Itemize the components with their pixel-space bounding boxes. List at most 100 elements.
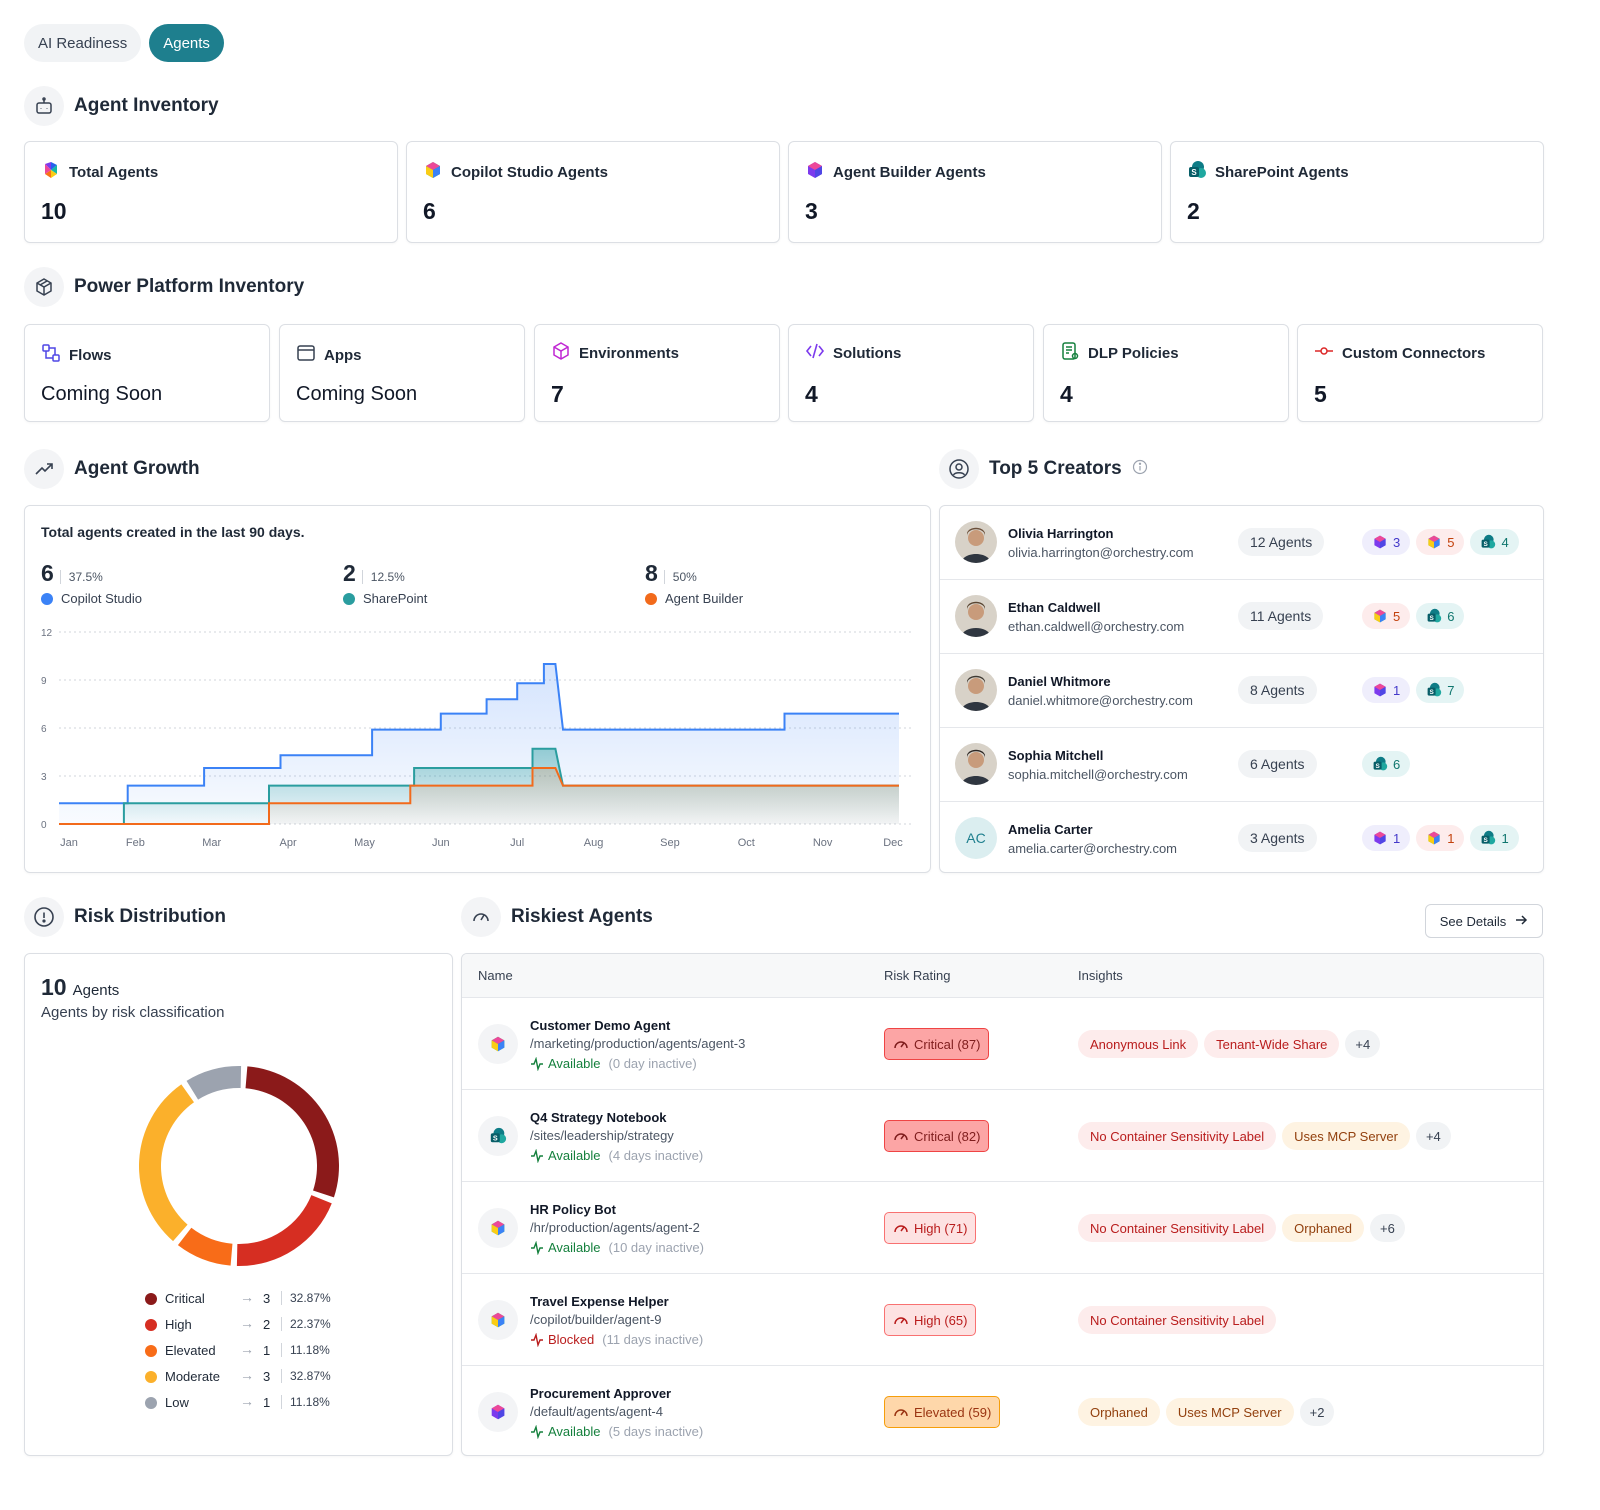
card-value: 5 bbox=[1314, 381, 1327, 407]
status-label: Available bbox=[548, 1056, 601, 1071]
svg-text:S: S bbox=[1484, 837, 1489, 844]
insight-tags: No Container Sensitivity Label bbox=[1078, 1306, 1277, 1334]
agent-builder-icon bbox=[805, 160, 825, 184]
stat-card-custom-connectors[interactable]: Custom Connectors 5 bbox=[1297, 324, 1543, 422]
svg-text:S: S bbox=[1375, 763, 1380, 770]
agent-type-chip: 1 bbox=[1416, 825, 1465, 851]
agent-inventory-header: Agent Inventory bbox=[24, 86, 219, 126]
card-value: 2 bbox=[1187, 198, 1200, 224]
more-insights-badge[interactable]: +6 bbox=[1369, 1214, 1405, 1242]
legend-dot bbox=[41, 592, 53, 605]
code-icon bbox=[805, 341, 825, 365]
column-header-insights[interactable]: Insights bbox=[1078, 968, 1123, 983]
creator-row[interactable]: Ethan Caldwell ethan.caldwell@orchestry.c… bbox=[940, 580, 1543, 654]
risk-rating-badge: Critical (87) bbox=[884, 1028, 990, 1060]
risk-donut-chart bbox=[138, 1066, 339, 1266]
insight-tag: Tenant-Wide Share bbox=[1204, 1030, 1340, 1058]
see-details-button[interactable]: See Details bbox=[1425, 904, 1543, 938]
area-copilot-studio bbox=[59, 664, 899, 824]
agent-name[interactable]: Customer Demo Agent bbox=[530, 1018, 671, 1033]
more-insights-badge[interactable]: +4 bbox=[1345, 1030, 1381, 1058]
agent-name[interactable]: HR Policy Bot bbox=[530, 1202, 616, 1217]
card-value: 4 bbox=[805, 381, 818, 407]
stat-card-apps[interactable]: Apps Coming Soon bbox=[279, 324, 525, 422]
risk-rating-label: Critical (82) bbox=[914, 1128, 981, 1144]
tab-agents[interactable]: Agents bbox=[149, 24, 224, 62]
stat-card-agent-builder[interactable]: Agent Builder Agents 3 bbox=[788, 141, 1162, 243]
stat-value: 6 bbox=[41, 560, 54, 586]
user-circle-icon bbox=[939, 449, 979, 489]
x-tick-label: Aug bbox=[584, 837, 604, 849]
stat-card-sharepoint[interactable]: S SharePoint Agents 2 bbox=[1170, 141, 1544, 243]
info-icon[interactable] bbox=[1132, 459, 1148, 480]
stat-card-copilot-studio[interactable]: Copilot Studio Agents 6 bbox=[406, 141, 780, 243]
agent-name[interactable]: Travel Expense Helper bbox=[530, 1294, 669, 1309]
insight-tag: Uses MCP Server bbox=[1282, 1122, 1410, 1150]
legend-dot bbox=[145, 1345, 157, 1357]
creator-row[interactable]: AC Amelia Carter amelia.carter@orchestry.c… bbox=[940, 802, 1543, 872]
table-row[interactable]: S Q4 Strategy Notebook/sites/leadership/s… bbox=[462, 1090, 1543, 1182]
gauge-icon bbox=[893, 1405, 909, 1419]
copilot-studio-icon bbox=[1426, 830, 1442, 846]
status-label: Blocked bbox=[548, 1332, 595, 1347]
riskiest-agents-header: Riskiest Agents bbox=[461, 897, 653, 937]
table-row[interactable]: Travel Expense Helper/copilot/builder/ag… bbox=[462, 1274, 1543, 1366]
table-row[interactable]: HR Policy Bot/hr/production/agents/agent… bbox=[462, 1182, 1543, 1274]
y-tick-label: 6 bbox=[41, 724, 47, 735]
legend-count: 1 bbox=[263, 1395, 271, 1410]
column-header-risk-rating[interactable]: Risk Rating bbox=[884, 968, 951, 983]
risk-legend-row-critical: Critical → 3 32.87% bbox=[145, 1287, 405, 1313]
creator-name: Sophia Mitchell bbox=[1008, 748, 1104, 763]
arrow-right-icon: → bbox=[240, 1315, 254, 1331]
chip-count: 1 bbox=[1393, 682, 1401, 698]
y-tick-label: 0 bbox=[41, 820, 47, 831]
chip-count: 1 bbox=[1447, 830, 1455, 846]
svg-text:S: S bbox=[493, 1134, 498, 1143]
y-tick-label: 3 bbox=[41, 772, 47, 783]
insight-tag: Anonymous Link bbox=[1078, 1030, 1199, 1058]
chip-count: 4 bbox=[1501, 534, 1509, 550]
x-tick-label: Oct bbox=[738, 837, 755, 849]
more-insights-badge[interactable]: +2 bbox=[1299, 1398, 1335, 1426]
column-header-name[interactable]: Name bbox=[478, 968, 513, 983]
table-row[interactable]: Customer Demo Agent/marketing/production… bbox=[462, 998, 1543, 1090]
risk-rating-badge: Critical (82) bbox=[884, 1120, 990, 1152]
sharepoint-icon: S bbox=[1480, 534, 1496, 550]
creator-name: Olivia Harrington bbox=[1008, 526, 1114, 541]
legend-dot bbox=[145, 1371, 157, 1383]
stat-card-flows[interactable]: Flows Coming Soon bbox=[24, 324, 270, 422]
agent-count-badge: 12 Agents bbox=[1238, 528, 1325, 556]
copilot-studio-icon bbox=[423, 160, 443, 184]
tab-ai-readiness[interactable]: AI Readiness bbox=[24, 24, 142, 62]
svg-text:S: S bbox=[1430, 615, 1435, 622]
arrow-right-icon: → bbox=[240, 1341, 254, 1357]
stat-card-environments[interactable]: Environments 7 bbox=[534, 324, 780, 422]
see-details-label: See Details bbox=[1439, 913, 1507, 929]
card-value: 3 bbox=[805, 198, 818, 224]
legend-dot bbox=[343, 592, 355, 605]
creator-row[interactable]: Olivia Harrington olivia.harrington@orche… bbox=[940, 506, 1543, 580]
agent-count-badge: 8 Agents bbox=[1238, 676, 1317, 704]
arrow-right-icon bbox=[1514, 913, 1528, 930]
section-title: Agent Growth bbox=[74, 458, 200, 479]
alert-circle-icon bbox=[24, 897, 64, 937]
table-row[interactable]: Procurement Approver/default/agents/agen… bbox=[462, 1366, 1543, 1455]
stat-card-dlp-policies[interactable]: DLP Policies 4 bbox=[1043, 324, 1289, 422]
stat-card-solutions[interactable]: Solutions 4 bbox=[788, 324, 1034, 422]
view-tabs: AI Readiness Agents bbox=[24, 24, 224, 62]
svg-text:S: S bbox=[1484, 541, 1489, 548]
agent-path: /sites/leadership/strategy bbox=[530, 1128, 674, 1143]
creator-row[interactable]: Daniel Whitmore daniel.whitmore@orchestry… bbox=[940, 654, 1543, 728]
donut-slice-moderate bbox=[138, 1084, 195, 1242]
activity-icon bbox=[530, 1148, 544, 1163]
more-insights-badge[interactable]: +4 bbox=[1415, 1122, 1451, 1150]
agent-growth-card: Total agents created in the last 90 days… bbox=[24, 505, 931, 873]
agent-name[interactable]: Q4 Strategy Notebook bbox=[530, 1110, 667, 1125]
creator-row[interactable]: Sophia Mitchell sophia.mitchell@orchestry… bbox=[940, 728, 1543, 802]
stat-card-total-agents[interactable]: Total Agents 10 bbox=[24, 141, 398, 243]
agent-name[interactable]: Procurement Approver bbox=[530, 1386, 672, 1401]
legend-dot bbox=[645, 592, 657, 605]
